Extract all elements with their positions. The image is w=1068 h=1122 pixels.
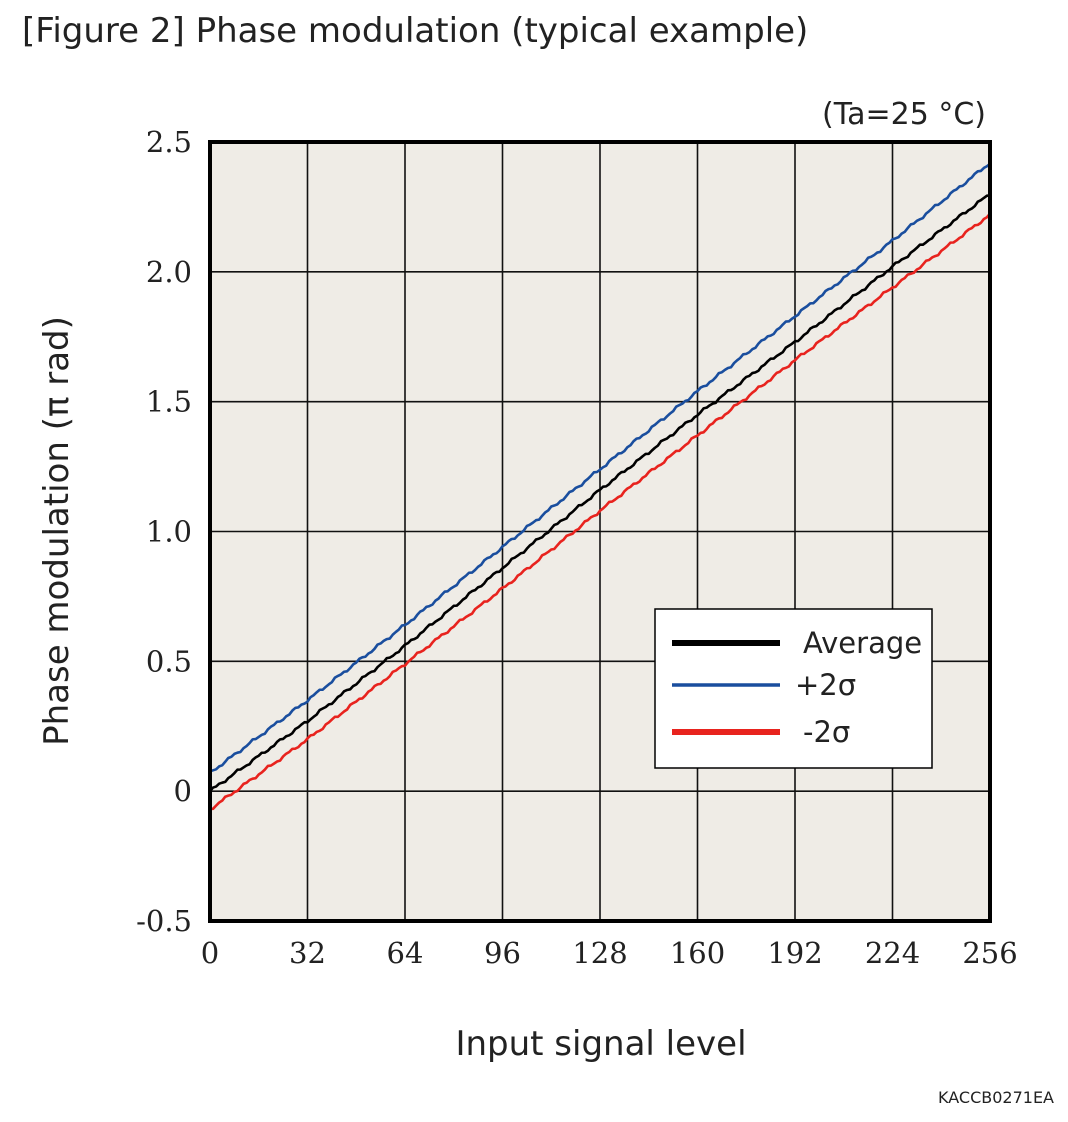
y-tick-label: 1.0 — [146, 515, 192, 549]
x-axis-title: Input signal level — [455, 1024, 746, 1064]
y-tick-label: -0.5 — [136, 904, 192, 938]
figure-code: KACCB0271EA — [938, 1088, 1054, 1107]
tick-labels: 0 32 64 96 128 160 192 224 256 -0.5 0 0.5 1.0 1.5 2.0 2… — [136, 125, 1018, 970]
plot-frame — [208, 140, 992, 923]
x-tick-label: 32 — [289, 936, 326, 970]
grid-lines — [210, 142, 990, 921]
series-line-plus-2-sigma — [209, 162, 991, 773]
legend-label: +2σ — [795, 668, 856, 702]
y-tick-label: 2.5 — [146, 125, 192, 159]
y-tick-label: 0.5 — [146, 644, 192, 678]
y-tick-label: 2.0 — [146, 255, 192, 289]
y-tick-label: 1.5 — [146, 385, 192, 419]
x-tick-label: 160 — [670, 936, 725, 970]
x-tick-label: 192 — [767, 936, 822, 970]
series-line-average — [209, 194, 991, 793]
legend-label: Average — [803, 626, 922, 660]
series-line-minus-2-sigma — [209, 212, 991, 811]
legend-label: -2σ — [803, 715, 850, 749]
x-tick-label: 96 — [484, 936, 521, 970]
x-tick-label: 224 — [865, 936, 920, 970]
y-axis-title: Phase modulation (π rad) — [37, 316, 77, 746]
figure-title: [Figure 2] Phase modulation (typical exa… — [22, 11, 808, 51]
legend: Average +2σ -2σ — [654, 608, 933, 769]
legend-box — [654, 608, 933, 769]
series-lines — [209, 162, 991, 811]
temperature-condition-label: (Ta=25 °C) — [822, 97, 986, 132]
y-tick-label: 0 — [174, 774, 192, 808]
x-tick-label: 0 — [201, 936, 219, 970]
x-tick-label: 64 — [387, 936, 424, 970]
x-tick-label: 128 — [572, 936, 627, 970]
x-tick-label: 256 — [962, 936, 1017, 970]
